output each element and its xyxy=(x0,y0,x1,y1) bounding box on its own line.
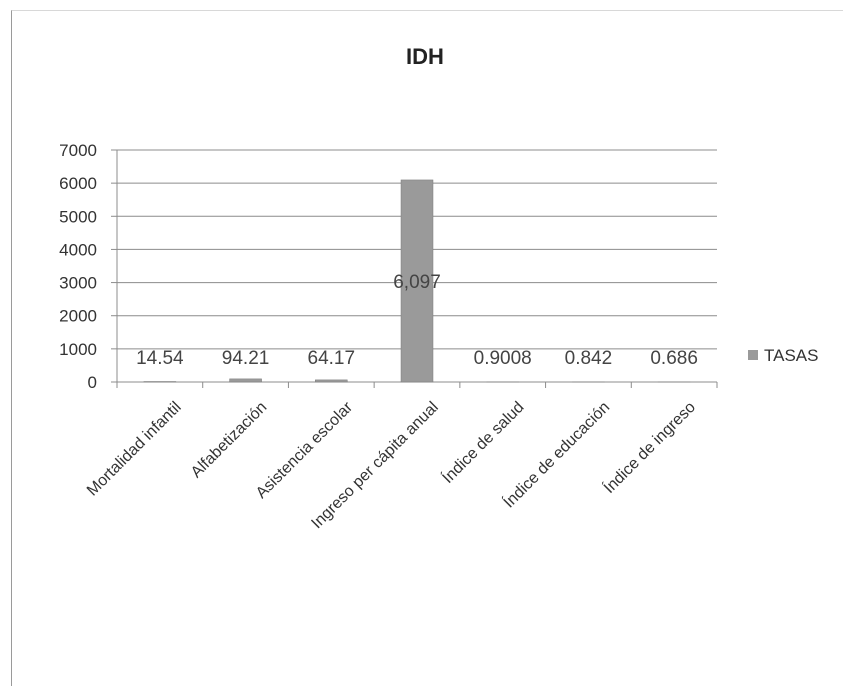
legend-label: TASAS xyxy=(764,346,818,365)
y-tick-label: 6000 xyxy=(59,174,97,193)
chart-frame xyxy=(11,10,843,686)
y-tick-label: 7000 xyxy=(59,141,97,160)
chart-title: IDH xyxy=(406,44,444,69)
data-label: 0.9008 xyxy=(474,348,532,369)
y-tick-label: 3000 xyxy=(59,274,97,293)
x-axis-categories: Mortalidad infantil AlfabetizaciónAsisten… xyxy=(84,397,699,532)
y-tick-label: 2000 xyxy=(59,307,97,326)
bars xyxy=(143,179,691,383)
x-category-label: Índice de ingreso xyxy=(599,397,699,497)
x-category-label: Índice de salud xyxy=(438,397,528,487)
data-label: 0.842 xyxy=(565,348,613,369)
data-labels: 14.54 94.21 64.17 6,097 0.9008 0.842 0.686 xyxy=(136,272,698,369)
y-tick-label: 4000 xyxy=(59,240,97,259)
data-label: 6,097 xyxy=(393,272,441,293)
y-tick-label: 1000 xyxy=(59,340,97,359)
data-label: 64.17 xyxy=(308,348,356,369)
y-tick-label: 0 xyxy=(88,373,97,392)
data-label: 0.686 xyxy=(650,348,698,369)
y-tick-label: 5000 xyxy=(59,207,97,226)
bar xyxy=(229,378,262,383)
data-label: 14.54 xyxy=(136,348,184,369)
x-category-label: Alfabetización xyxy=(188,399,270,481)
bar xyxy=(315,379,348,383)
legend: TASAS xyxy=(748,346,818,365)
bar xyxy=(400,179,434,383)
x-category-label: Mortalidad infantil xyxy=(84,399,185,500)
legend-swatch xyxy=(748,350,758,360)
data-label: 94.21 xyxy=(222,348,270,369)
y-axis-ticks: 0 1000 2000 3000 4000 5000 6000 7000 xyxy=(59,141,97,392)
